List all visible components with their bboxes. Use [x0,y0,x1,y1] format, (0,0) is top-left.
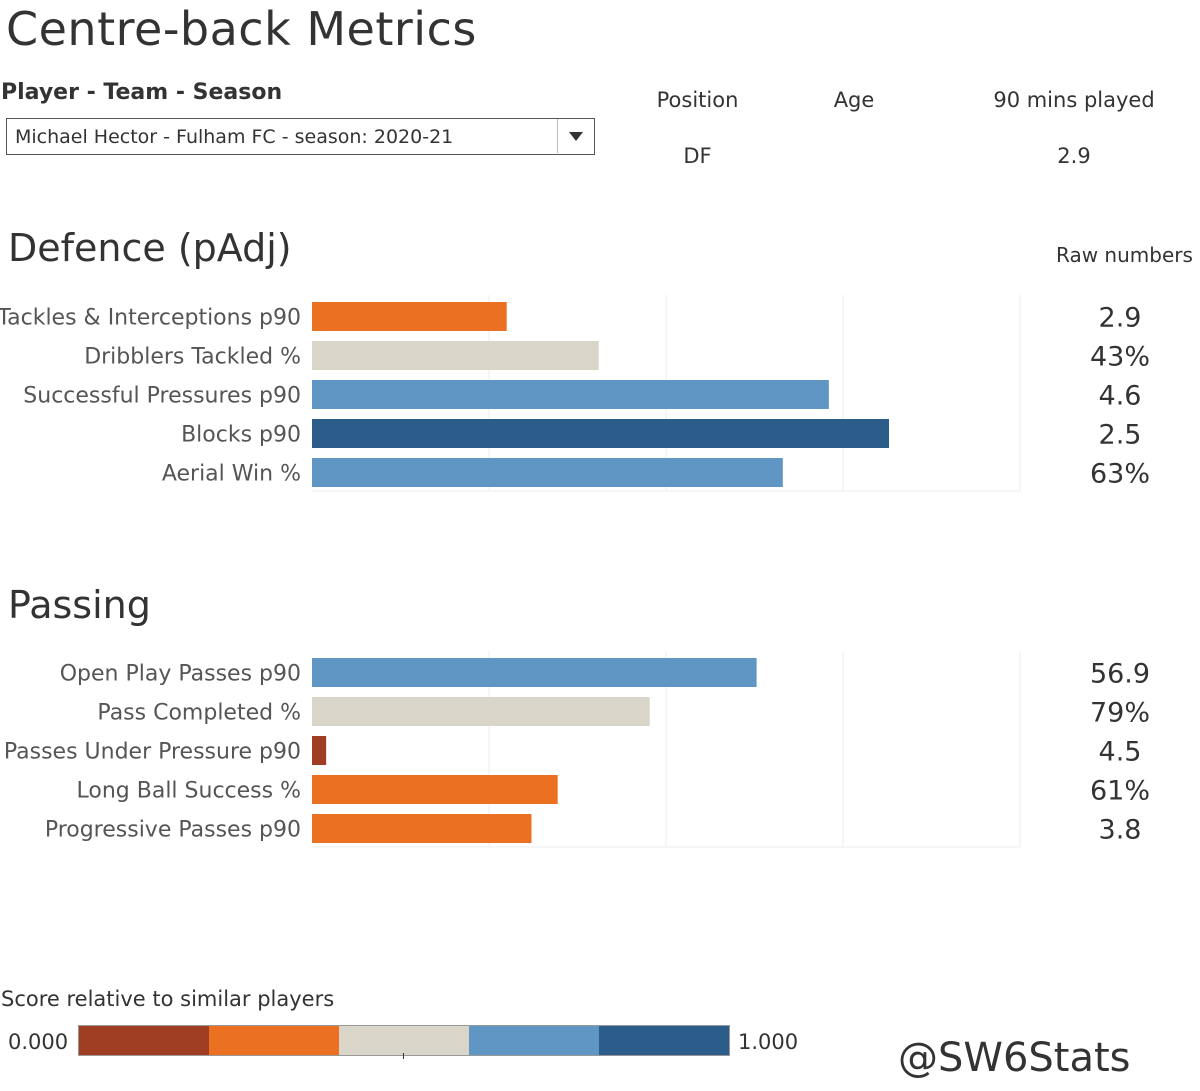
bar-successful-pressures-p90 [312,380,829,409]
bar-passes-under-pressure-p90 [312,736,327,765]
category-label-blocks-p90: Blocks p90 [181,423,301,448]
raw-value-long-ball-success: 61% [1090,776,1150,807]
legend-title: Score relative to similar players [1,987,335,1011]
category-label-dribblers-tackled: Dribblers Tackled % [84,345,301,370]
legend-segment [339,1026,469,1055]
bar-chart-svg: Open Play Passes p90 56.9 Pass Completed %… [4,651,1150,848]
raw-value-dribblers-tackled: 43% [1090,342,1150,373]
bar-blocks-p90 [312,419,890,448]
age-header: Age [833,88,875,112]
legend-segment [599,1026,729,1055]
bar-pass-completed [312,697,650,726]
bar-long-ball-success [312,775,558,804]
player-team-season-dropdown[interactable]: Michael Hector - Fulham FC - season: 202… [6,118,595,155]
bar-tackles-interceptions-p90 [312,302,507,331]
mins-played-header: 90 mins played [993,88,1155,112]
raw-value-progressive-passes-p90: 3.8 [1099,815,1142,846]
raw-value-tackles-interceptions-p90: 2.9 [1099,303,1142,334]
player-selector-label: Player - Team - Season [1,80,283,105]
category-label-open-play-passes-p90: Open Play Passes p90 [60,662,301,687]
dropdown-divider [557,119,558,153]
position-header: Position [656,88,739,112]
legend-segment [469,1026,599,1055]
color-scale-legend [78,1025,730,1056]
legend-max-label: 1.000 [738,1030,799,1054]
bar-aerial-win [312,458,783,487]
defence-chart: Tackles & Interceptions p90 2.9 Dribblers … [0,295,1200,495]
raw-numbers-header: Raw numbers [1056,243,1193,267]
bar-dribblers-tackled [312,341,599,370]
bar-progressive-passes-p90 [312,814,532,843]
raw-value-passes-under-pressure-p90: 4.5 [1099,737,1142,768]
raw-value-successful-pressures-p90: 4.6 [1099,381,1142,412]
category-label-long-ball-success: Long Ball Success % [77,779,301,804]
passing-section-title: Passing [8,583,151,627]
raw-value-pass-completed: 79% [1090,698,1150,729]
category-label-aerial-win: Aerial Win % [162,462,301,487]
credit-handle: @SW6Stats [898,1035,1131,1081]
raw-value-blocks-p90: 2.5 [1099,420,1142,451]
defence-section-title: Defence (pAdj) [8,226,292,270]
mins-played-value: 2.9 [1057,144,1091,168]
legend-segment [79,1026,209,1055]
category-label-tackles-interceptions-p90: Tackles & Interceptions p90 [0,306,301,331]
bar-chart-svg: Tackles & Interceptions p90 2.9 Dribblers … [0,295,1150,492]
dropdown-selected-value: Michael Hector - Fulham FC - season: 202… [15,126,454,148]
raw-value-open-play-passes-p90: 56.9 [1090,659,1150,690]
category-label-progressive-passes-p90: Progressive Passes p90 [45,818,301,843]
legend-min-label: 0.000 [8,1030,69,1054]
page-title: Centre-back Metrics [6,2,477,56]
category-label-pass-completed: Pass Completed % [97,701,301,726]
category-label-passes-under-pressure-p90: Passes Under Pressure p90 [4,740,301,765]
bar-open-play-passes-p90 [312,658,757,687]
legend-segment [209,1026,339,1055]
chevron-down-icon[interactable] [569,132,583,141]
category-label-successful-pressures-p90: Successful Pressures p90 [23,384,301,409]
position-value: DF [683,144,712,168]
legend-midpoint-tick [403,1053,404,1059]
passing-chart: Open Play Passes p90 56.9 Pass Completed %… [0,651,1200,851]
raw-value-aerial-win: 63% [1090,459,1150,490]
